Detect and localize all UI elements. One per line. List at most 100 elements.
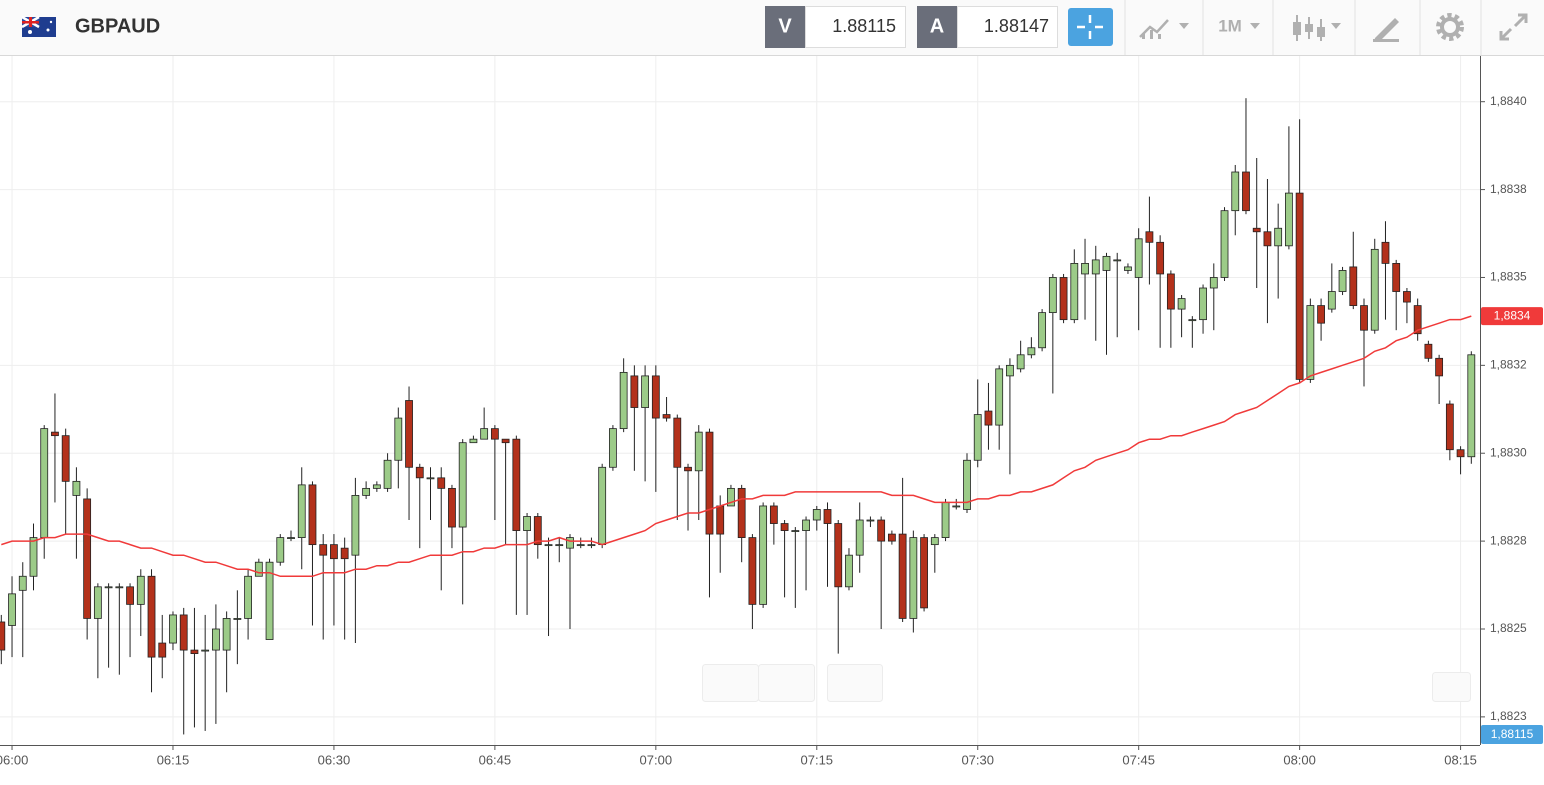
candle-body-down [448,487,456,528]
candle-body-up [265,561,274,640]
timeframe: 1M [1218,16,1242,35]
x-tick-label: 08:00 [1283,752,1316,767]
candle-body-down [1166,273,1175,310]
candle-body-up [641,375,649,408]
y-tick-label: 1,8823 [1490,709,1527,723]
settings-button[interactable] [1436,13,1464,41]
bid-badge[interactable] [765,6,805,48]
candle-body-down [1059,277,1068,321]
ask-label: A [930,15,944,37]
timeframe-button[interactable]: 1M [1218,16,1260,35]
x-tick-label: 07:00 [640,752,673,767]
candle-body-up [812,509,821,521]
candle-body-up [1027,347,1036,356]
y-tick-label: 1,8825 [1490,621,1527,635]
candle-body-down [340,547,349,560]
candle-body-down [1242,171,1250,212]
candle-body-up [1199,287,1207,321]
candle-body-up [802,519,810,531]
candle-body-down [1392,263,1401,292]
candle-body-up [1327,291,1336,310]
chart-nav-buttons[interactable] [702,664,1471,702]
fullscreen-button[interactable] [1499,13,1528,41]
candle-body-up [995,368,1004,426]
candle-body-up [555,544,564,547]
x-tick-label: 08:15 [1444,752,1477,767]
candle-body-down [834,523,843,588]
candle-body-up [1306,305,1315,380]
candle-body-down [1156,241,1165,275]
drawing-tools-button[interactable] [1373,18,1399,42]
candle-body-down [716,505,725,535]
plot-area [0,56,1480,745]
candle-body-up [544,544,553,547]
candle-body-up [18,575,27,591]
candle-body-up [1209,277,1218,289]
candle-body-up [93,586,102,619]
candle-body-up [1220,210,1229,278]
y-tick-label: 1,8832 [1490,358,1527,372]
candle-body-up [866,519,875,522]
candle-body-up [469,438,478,444]
candle-body-up [276,537,285,563]
candle-body-down [1424,343,1433,359]
candle-body-up [351,495,360,556]
candle-body-up [383,459,392,489]
candle-body-down [877,519,886,542]
candle-body-down [83,498,92,619]
candle-body-up [576,544,585,547]
crosshair-button[interactable] [1068,8,1113,46]
candle-body-up [1048,277,1057,314]
candle-body-down [330,544,338,560]
ma-value-badge [1481,307,1543,326]
candle-body-up [297,484,306,538]
candle-body-down [190,649,199,655]
candle-body-up [930,537,939,546]
candle-body-down [158,642,167,658]
candle-body-up [1113,259,1122,262]
candle-body-up [1081,263,1089,275]
candle-body-up [523,516,531,531]
candle-body-up [587,544,596,547]
candle-body-down [1445,403,1454,451]
candle-body-down [405,400,413,468]
candle-body-up [619,371,628,430]
last-price-label: 1,88115 [1491,727,1534,741]
y-tick-label: 1,8830 [1490,445,1527,459]
candle-body-down [533,516,542,546]
candle-body-down [898,533,907,619]
chart-type-button[interactable] [1139,19,1189,39]
candle-body-up [104,586,113,589]
candle-body-down [662,414,671,419]
candle-body-down [887,533,896,542]
ask-badge[interactable] [917,6,957,48]
candle-body-down [1413,305,1422,335]
candle-style-button[interactable] [1293,15,1341,41]
symbol: GBPAUD [75,15,160,37]
candle-body-up [1338,270,1347,292]
candle-body-down [823,509,832,524]
candle-body-up [941,502,950,538]
candle-body-down [490,428,499,440]
candle-body-down [780,523,789,531]
candle-body-down [1252,227,1261,233]
x-tick-label: 06:45 [479,752,512,767]
candle-body-down [512,438,521,531]
candle-body-up [1038,312,1047,349]
candle-body-down [1349,266,1358,306]
candle-body-up [598,466,607,546]
candle-body-down [1435,357,1444,377]
candle-body-down [1295,192,1304,380]
candle-body-up [759,505,768,605]
candle-body-down [1263,231,1272,247]
candle-body-up [115,586,124,589]
candle-body-up [1274,227,1283,247]
candle-body-down [308,484,317,546]
last-price-badge [1481,725,1543,744]
x-tick-label: 06:30 [318,752,351,767]
candle-body-up [426,477,435,480]
candle-body-down [737,487,746,538]
candle-body-up [254,561,263,577]
axis-labels: 1,8840 1,8838 1,8835 1,8832 1,8830 1,8828 1,88… [0,94,1543,767]
